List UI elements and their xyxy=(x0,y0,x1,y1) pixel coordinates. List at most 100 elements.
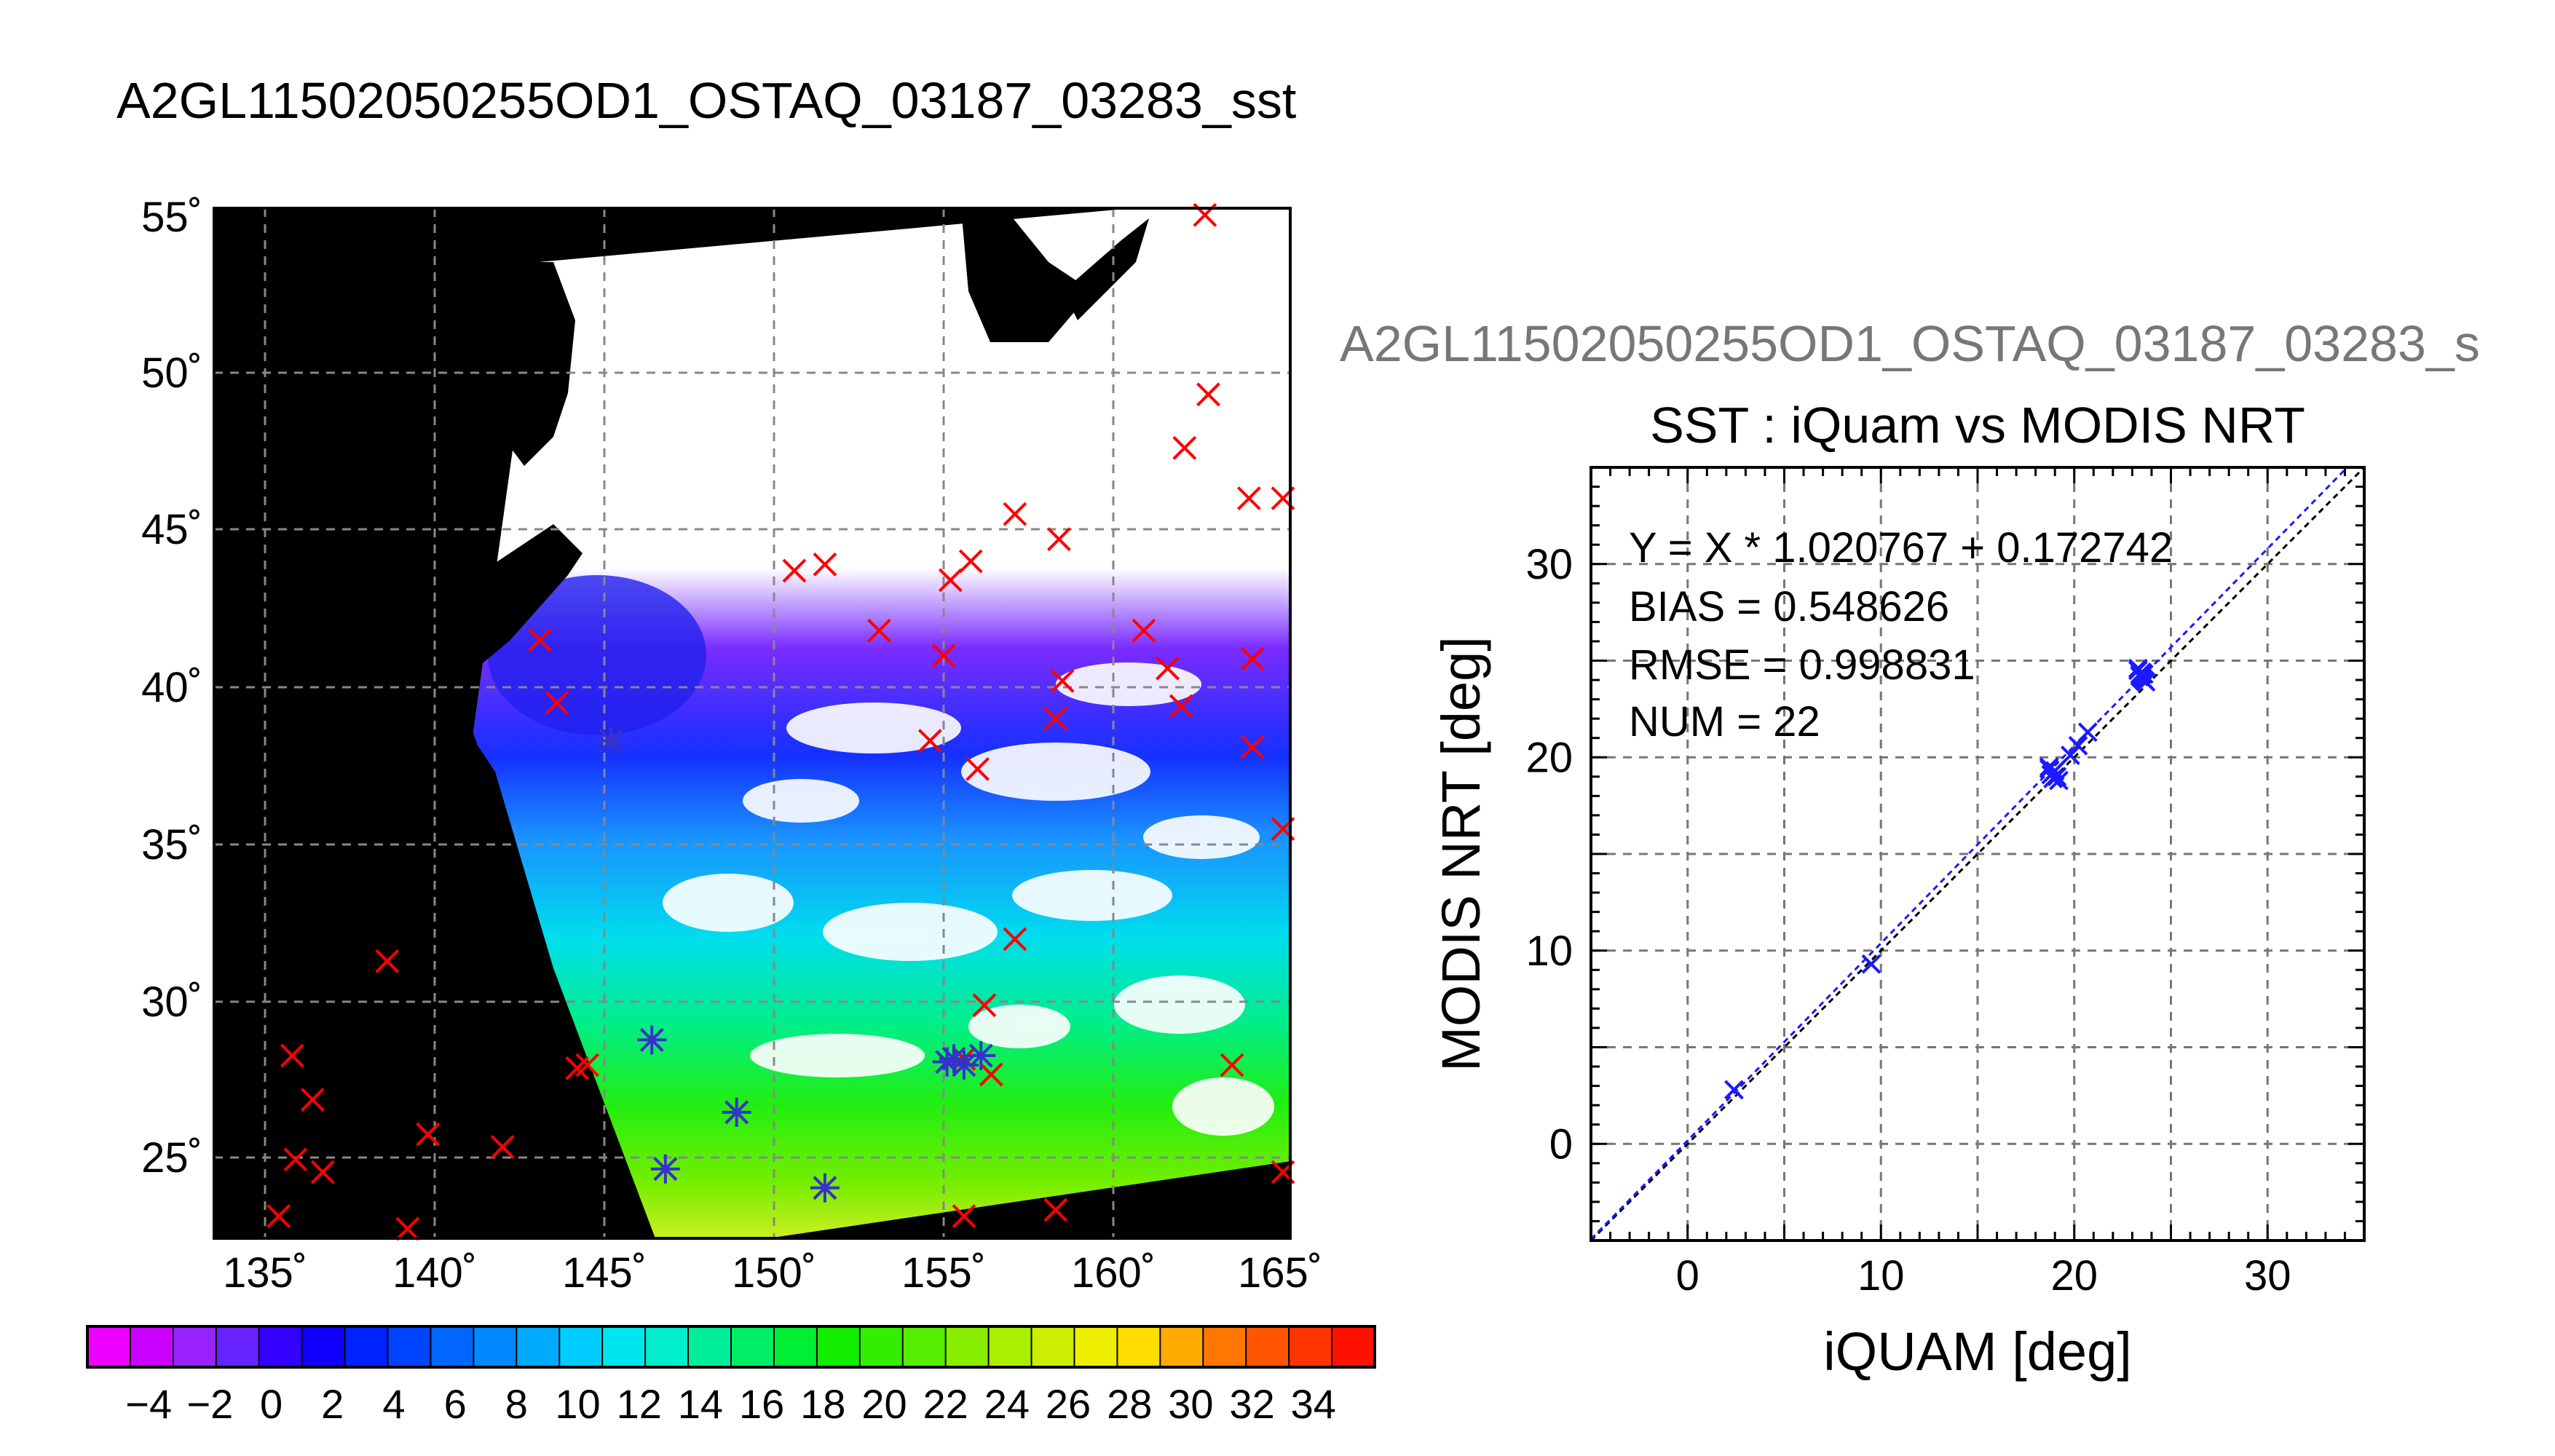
matchup-markers xyxy=(596,726,996,1203)
iquam-marker xyxy=(979,1062,1003,1087)
iquam-marker xyxy=(565,1056,590,1080)
lat-tick-label: 35˚ xyxy=(141,821,202,869)
bias-stat: BIAS = 0.548626 xyxy=(1629,583,1949,630)
x-tick-label: 20 xyxy=(2050,1252,2098,1299)
iquam-marker xyxy=(1043,706,1068,731)
colorbar-cells xyxy=(87,1326,1375,1367)
y-axis-label: MODIS NRT [deg] xyxy=(1431,636,1491,1072)
iquam-marker xyxy=(972,993,997,1018)
colorbar-cell xyxy=(1160,1326,1204,1367)
lon-tick-label: 135˚ xyxy=(223,1249,307,1297)
colorbar-cell xyxy=(945,1326,990,1367)
colorbar-tick-label: 0 xyxy=(260,1381,283,1427)
colorbar-tick-label: 4 xyxy=(382,1381,405,1427)
iquam-marker xyxy=(1169,694,1193,719)
iquam-marker xyxy=(813,552,837,577)
y-tick-label: 30 xyxy=(1525,541,1573,588)
iquam-marker xyxy=(1236,486,1261,510)
iquam-marker xyxy=(545,691,569,716)
iquam-marker xyxy=(395,1216,420,1241)
colorbar: −4 −2 0 2 4 6 8 10 12 14 16 18 20 22 24 26 28 30 32 34 xyxy=(86,1325,1376,1427)
y-tick-label: 0 xyxy=(1549,1120,1573,1168)
iquam-marker xyxy=(490,1135,515,1159)
colorbar-cell xyxy=(988,1326,1032,1367)
matchup-marker xyxy=(810,1173,840,1203)
colorbar-cell xyxy=(1074,1326,1118,1367)
scatter-title: SST : iQuam vs MODIS NRT xyxy=(1650,397,2305,454)
fit-equation: Y = X * 1.020767 + 0.172742 xyxy=(1629,524,2173,571)
iquam-marker xyxy=(283,1147,308,1172)
x-tick-label: 10 xyxy=(1857,1252,1905,1299)
iquam-marker xyxy=(952,1204,976,1229)
iquam-marker xyxy=(917,729,942,753)
main-title: A2GL11502050255OD1_OSTAQ_03187_03283_sst xyxy=(117,72,1296,129)
lon-tick-label: 165˚ xyxy=(1238,1249,1322,1297)
colorbar-tick-label: 16 xyxy=(739,1381,784,1427)
lat-tick-label: 30˚ xyxy=(141,978,202,1026)
iquam-marker xyxy=(1132,618,1156,643)
scatter-point xyxy=(2068,735,2088,756)
iquam-marker xyxy=(931,644,956,668)
lat-tick-label: 40˚ xyxy=(141,664,202,711)
colorbar-cell xyxy=(1246,1326,1290,1367)
iquam-marker xyxy=(310,1160,335,1184)
colorbar-cell xyxy=(473,1326,517,1367)
lat-tick-label: 45˚ xyxy=(141,506,202,553)
iquam-marker xyxy=(1220,1053,1244,1077)
colorbar-cell xyxy=(387,1326,431,1367)
lat-tick-label: 55˚ xyxy=(141,194,202,241)
matchup-marker xyxy=(722,1097,751,1127)
colorbar-cell xyxy=(1289,1326,1332,1367)
cold-water-patch xyxy=(488,575,706,735)
colorbar-cell xyxy=(816,1326,861,1367)
colorbar-cell xyxy=(731,1326,775,1367)
lat-tick-label: 50˚ xyxy=(141,349,202,397)
iquam-marker xyxy=(266,1204,291,1229)
matchup-marker xyxy=(966,1041,996,1071)
colorbar-cell xyxy=(173,1326,217,1367)
colorbar-cell xyxy=(430,1326,474,1367)
num-stat: NUM = 22 xyxy=(1629,698,1820,745)
colorbar-tick-label: 2 xyxy=(321,1381,344,1427)
colorbar-cell xyxy=(130,1326,174,1367)
colorbar-tick-label: 20 xyxy=(861,1381,907,1427)
iquam-marker xyxy=(1047,527,1071,552)
scatter-point xyxy=(2043,763,2063,783)
iquam-marker xyxy=(1196,382,1220,407)
colorbar-tick-label: 18 xyxy=(800,1381,845,1427)
scatter-frame xyxy=(1590,466,2366,1242)
scatter-overtitle: A2GL11502050255OD1_OSTAQ_03187_03283_s xyxy=(1340,315,2480,372)
colorbar-tick-label: 22 xyxy=(923,1381,968,1427)
colorbar-tick-label: −4 xyxy=(125,1381,172,1427)
colorbar-cell xyxy=(216,1326,260,1367)
lat-tick-label: 25˚ xyxy=(141,1134,202,1182)
matchup-marker xyxy=(939,1044,968,1074)
colorbar-tick-label: 34 xyxy=(1291,1381,1336,1427)
iquam-marker xyxy=(1240,735,1265,759)
colorbar-cell xyxy=(902,1326,947,1367)
colorbar-cell xyxy=(645,1326,689,1367)
colorbar-tick-label: 24 xyxy=(984,1381,1030,1427)
iquam-marker xyxy=(1043,1198,1068,1222)
iquam-marker xyxy=(965,757,990,781)
iquam-marker xyxy=(528,628,552,652)
colorbar-cell xyxy=(1031,1326,1075,1367)
colorbar-cell xyxy=(301,1326,346,1367)
iquam-marker xyxy=(1003,502,1027,526)
colorbar-cell xyxy=(1332,1326,1375,1367)
iquam-markers xyxy=(266,202,1295,1241)
scatter-point xyxy=(1861,954,1881,974)
iquam-marker xyxy=(958,549,983,574)
iquam-marker xyxy=(1240,646,1265,671)
lon-tick-label: 160˚ xyxy=(1071,1249,1156,1297)
scatter-point xyxy=(2133,664,2154,684)
colorbar-cell xyxy=(859,1326,904,1367)
lon-tick-label: 140˚ xyxy=(392,1249,477,1297)
colorbar-tick-label: 28 xyxy=(1107,1381,1152,1427)
map-grid xyxy=(214,208,1290,1238)
iquam-marker xyxy=(867,618,891,643)
matchup-marker xyxy=(637,1025,667,1055)
iquam-marker xyxy=(938,568,963,593)
iquam-marker xyxy=(375,949,400,973)
x-tick-label: 0 xyxy=(1676,1252,1699,1299)
